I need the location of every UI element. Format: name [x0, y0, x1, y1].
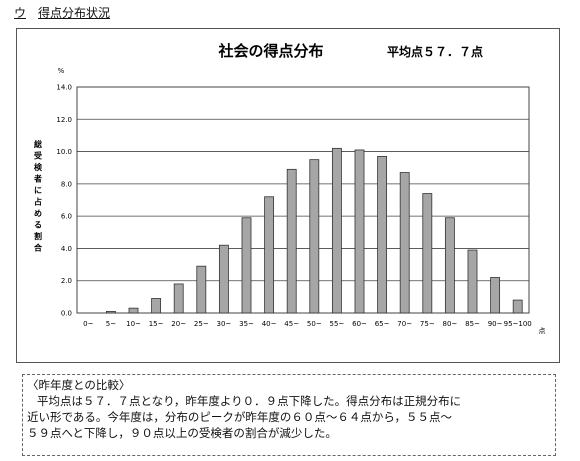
comparison-line-2: 近い形である。今年度は，分布のピークが昨年度の６０点～６４点から，５５点～ — [27, 410, 453, 424]
y-axis-label-char: 合 — [33, 243, 43, 253]
chart-title: 社会の得点分布 — [217, 42, 323, 60]
chart-subtitle: 平均点５７．７点 — [387, 44, 483, 59]
comparison-line-1: 平均点は５７．７点となり，昨年度より０．９点下降した。得点分布は正規分布に — [37, 394, 462, 408]
bar — [218, 244, 229, 314]
bar — [444, 217, 455, 314]
y-tick-label: 0.0 — [61, 310, 72, 318]
chart-frame: 社会の得点分布 平均点５７．７点 % 点 総受検者に占める割合 0.0 2.0 4.… — [16, 28, 560, 363]
comparison-heading: 〈昨年度との比較〉 — [27, 378, 131, 392]
y-axis-label-char: 検 — [34, 162, 43, 172]
bar — [377, 156, 388, 314]
section-mark: ウ — [14, 6, 27, 20]
x-tick-label: 25~ — [194, 320, 209, 328]
x-tick-label: 35~ — [239, 320, 254, 328]
y-axis-label-char: る — [34, 221, 42, 230]
x-tick-label: 45~ — [284, 320, 299, 328]
x-tick-label: 90~ — [488, 320, 503, 328]
bar — [512, 299, 523, 314]
y-axis-label-char: め — [34, 209, 42, 218]
y-tick-label: 14.0 — [56, 84, 72, 92]
y-tick-label: 10.0 — [56, 148, 72, 156]
x-tick-label: 85~ — [465, 320, 480, 328]
y-tick-label: 2.0 — [61, 277, 72, 285]
bar — [105, 310, 116, 314]
y-tick-label: 12.0 — [56, 116, 72, 124]
section-heading: ウ得点分布状況 — [14, 4, 110, 21]
y-tick-label: 6.0 — [61, 213, 72, 221]
x-tick-label: 75~ — [420, 320, 435, 328]
x-tick-label: 5~ — [106, 320, 116, 328]
bar — [422, 193, 433, 314]
x-tick-label: 95~100 — [504, 320, 532, 328]
bar — [196, 265, 207, 314]
bar — [173, 283, 184, 314]
x-tick-label: 40~ — [262, 320, 277, 328]
x-tick-label: 55~ — [330, 320, 345, 328]
y-tick-label: 8.0 — [61, 180, 72, 188]
comparison-line-3: ５９点へと下降し，９０点以上の受検者の割合が減少した。 — [27, 426, 337, 440]
y-axis-label-char: 割 — [34, 231, 42, 241]
year-comparison-box: 〈昨年度との比較〉 平均点は５７．７点となり，昨年度より０．９点下降した。得点分… — [22, 374, 556, 456]
x-tick-label: 0~ — [83, 320, 93, 328]
bar — [309, 159, 320, 314]
x-tick-label: 20~ — [171, 320, 186, 328]
x-tick-label: 30~ — [217, 320, 232, 328]
bar — [264, 196, 275, 314]
grid-lines — [77, 118, 529, 282]
bar — [241, 217, 252, 314]
x-tick-label: 70~ — [397, 320, 412, 328]
x-tick-label: 10~ — [126, 320, 141, 328]
x-unit-label: 点 — [539, 327, 546, 335]
bar — [399, 172, 410, 314]
bars — [105, 147, 523, 314]
x-tick-label: 15~ — [149, 320, 164, 328]
y-tick-labels: 0.0 2.0 4.0 6.0 8.0 10.0 12.0 14.0 — [56, 84, 72, 318]
bar — [151, 298, 162, 314]
y-tick-label: 4.0 — [61, 245, 72, 253]
bar — [331, 147, 342, 314]
bar — [286, 168, 297, 314]
y-axis-label-char: 総 — [34, 139, 42, 149]
y-axis-label-char: 受 — [34, 151, 42, 161]
bar — [490, 277, 501, 314]
y-axis-label-char: 者 — [33, 174, 42, 184]
x-tick-label: 80~ — [443, 320, 458, 328]
y-unit-label: % — [58, 67, 65, 75]
x-tick-label: 50~ — [307, 320, 322, 328]
x-tick-labels: 0~ 5~ 10~ 15~ 20~ 25~ 30~ 35~ 40~ 45~ 50~ 55~ 60~ 65~… — [83, 320, 532, 328]
bar — [128, 307, 139, 314]
y-axis-label-char: に — [34, 186, 42, 195]
bar — [354, 149, 365, 314]
bar — [467, 249, 478, 314]
plot-area — [76, 86, 530, 314]
section-title: 得点分布状況 — [38, 6, 111, 20]
x-tick-label: 65~ — [375, 320, 390, 328]
x-tick-label: 60~ — [352, 320, 367, 328]
y-axis-label-char: 占 — [34, 197, 42, 207]
